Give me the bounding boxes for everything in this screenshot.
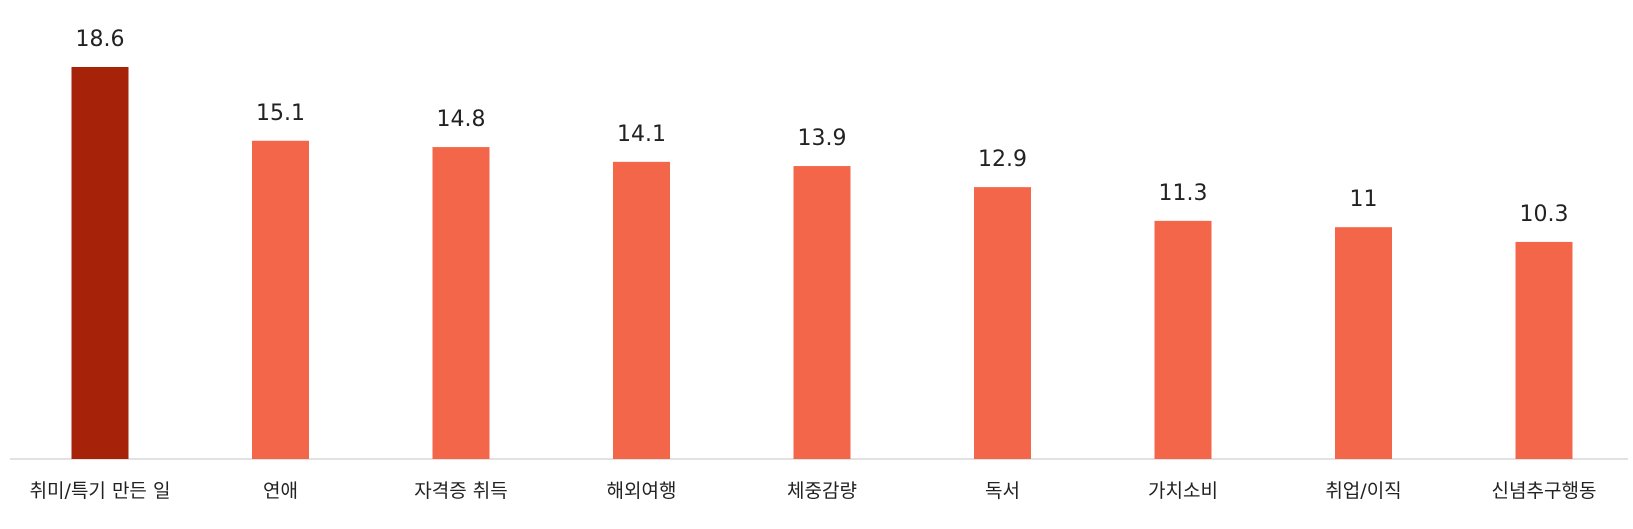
category-label: 취업/이직 xyxy=(1325,480,1401,502)
category-label: 취미/특기 만든 일 xyxy=(30,480,171,502)
bar xyxy=(974,187,1031,459)
bar xyxy=(432,147,490,459)
category-label: 자격증 취득 xyxy=(414,480,507,502)
bar xyxy=(252,140,309,460)
bar xyxy=(613,161,670,459)
bar-value-label: 15.1 xyxy=(256,101,305,126)
bar xyxy=(71,67,129,459)
bar xyxy=(1154,220,1212,459)
bar-value-label: 12.9 xyxy=(978,147,1027,172)
bar-value-label: 14.1 xyxy=(617,122,666,147)
category-label: 해외여행 xyxy=(607,480,677,502)
bar-value-label: 18.6 xyxy=(76,27,125,52)
bar-value-label: 11 xyxy=(1350,187,1378,212)
bar-value-label: 11.3 xyxy=(1159,181,1208,206)
bar xyxy=(1515,241,1573,459)
category-label: 신념추구행동 xyxy=(1492,480,1597,502)
category-label: 체중감량 xyxy=(787,480,857,502)
bar-value-label: 10.3 xyxy=(1520,202,1569,227)
category-label: 가치소비 xyxy=(1148,480,1218,502)
bar xyxy=(1335,227,1392,459)
bar xyxy=(793,166,851,459)
bar-value-label: 13.9 xyxy=(798,126,847,151)
category-label: 연애 xyxy=(263,480,298,502)
category-label: 독서 xyxy=(985,480,1020,502)
bar-value-label: 14.8 xyxy=(437,107,486,132)
